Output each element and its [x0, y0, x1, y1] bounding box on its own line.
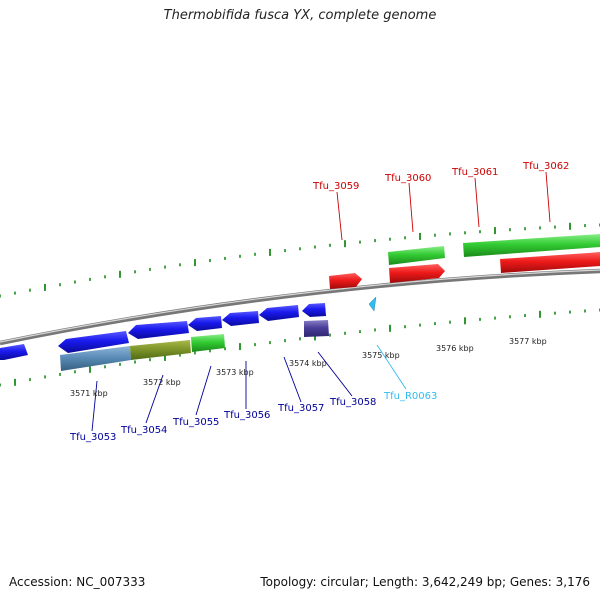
gene-label-tfu-3055[interactable]: Tfu_3055	[172, 417, 219, 428]
cog-box-tfu-3054[interactable]	[130, 340, 191, 360]
leader-line-tfu-3059	[336, 191, 343, 241]
leader-lines	[91, 171, 551, 432]
gene-arrow-tfu-3057[interactable]	[259, 305, 299, 321]
leader-line-tfu-3061	[474, 177, 480, 228]
gene-arrow-tfu-3054[interactable]	[128, 321, 189, 339]
leader-line-tfu-3058	[317, 351, 353, 397]
reverse-tick-track	[0, 308, 600, 387]
kbp-label-3575: 3575 kbp	[362, 351, 400, 360]
forward-gene-track	[329, 252, 600, 289]
genome-summary-text: Topology: circular; Length: 3,642,249 bp…	[260, 575, 590, 589]
genome-backbone	[0, 268, 600, 346]
cog-box-tfu-3060[interactable]	[388, 246, 445, 265]
forward-gene-labels: Tfu_3059 Tfu_3060 Tfu_3061 Tfu_3062	[312, 161, 569, 192]
forward-tick-track	[0, 222, 600, 298]
leader-line-tfu-3055	[195, 365, 212, 416]
cog-box-tfu-3061[interactable]	[463, 234, 600, 257]
kbp-label-3576: 3576 kbp	[436, 344, 474, 353]
reverse-cog-track	[60, 320, 329, 371]
gene-label-tfu-3054[interactable]: Tfu_3054	[120, 425, 167, 436]
gene-arrow-tfu-3058[interactable]	[302, 303, 326, 317]
gene-label-tfu-3061[interactable]: Tfu_3061	[451, 167, 498, 178]
kbp-label-3574: 3574 kbp	[289, 359, 327, 368]
map-title: Thermobifida fusca YX, complete genome	[163, 8, 437, 23]
kbp-label-3571: 3571 kbp	[70, 389, 108, 398]
leader-line-tfu-3053	[91, 380, 98, 432]
leader-line-tfu-3054	[145, 374, 164, 424]
kbp-label-3577: 3577 kbp	[509, 337, 547, 346]
gene-label-tfu-3053[interactable]: Tfu_3053	[69, 432, 116, 443]
gene-label-tfu-3056[interactable]: Tfu_3056	[223, 410, 270, 421]
gene-arrow-tfu-3061[interactable]	[500, 252, 600, 273]
leader-line-tfu-3060	[408, 182, 414, 233]
genome-backbone-highlight	[0, 269, 600, 343]
cog-box-tfu-3058[interactable]	[304, 320, 329, 337]
accession-text: Accession: NC_007333	[9, 575, 146, 589]
gene-arrow-tfu-3060[interactable]	[389, 264, 445, 283]
gene-label-tfu-3060[interactable]: Tfu_3060	[384, 173, 431, 184]
gene-label-tfu-3057[interactable]: Tfu_3057	[277, 403, 324, 414]
gene-arrow-tfu-3056[interactable]	[222, 311, 259, 326]
cog-box-tfu-3053[interactable]	[60, 346, 131, 371]
leader-line-tfu-3062	[545, 171, 551, 223]
kbp-label-3573: 3573 kbp	[216, 368, 254, 377]
cog-box-tfu-3055[interactable]	[191, 334, 225, 352]
gene-arrow-tfu-3052[interactable]	[0, 344, 28, 360]
gene-label-tfu-3059[interactable]: Tfu_3059	[312, 181, 359, 192]
gene-label-tfu-3062[interactable]: Tfu_3062	[522, 161, 569, 172]
gene-arrow-tfu-3055[interactable]	[188, 316, 222, 331]
gene-label-tfu-r0063[interactable]: Tfu_R0063	[383, 391, 437, 402]
forward-cog-track	[388, 234, 600, 265]
reverse-gene-labels: Tfu_3053 Tfu_3054 Tfu_3055 Tfu_3056 Tfu_…	[69, 391, 437, 443]
gene-label-tfu-3058[interactable]: Tfu_3058	[329, 397, 376, 408]
kbp-ruler-labels: 3571 kbp 3572 kbp 3573 kbp 3574 kbp 3575…	[70, 337, 547, 398]
reverse-gene-track	[0, 303, 326, 360]
leader-line-tfu-3057	[283, 356, 302, 403]
gene-arrow-tfu-3059[interactable]	[329, 273, 362, 289]
kbp-label-3572: 3572 kbp	[143, 378, 181, 387]
leader-line-tfu-r0063	[376, 344, 407, 390]
gene-arrow-tfu-3053[interactable]	[58, 331, 129, 353]
rna-marker-tfu-r0063[interactable]	[368, 296, 377, 312]
